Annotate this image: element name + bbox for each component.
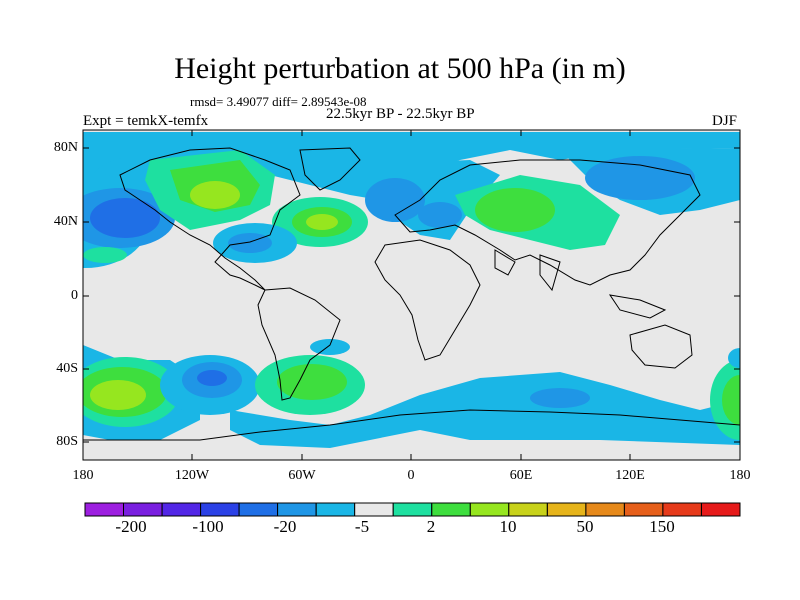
colorbar-label: -20 bbox=[273, 517, 297, 536]
colorbar-box bbox=[354, 502, 394, 517]
colorbar-label: -5 bbox=[354, 517, 370, 536]
colorbar-box bbox=[623, 502, 664, 517]
colorbar-box bbox=[277, 502, 317, 517]
colorbar-label: 150 bbox=[649, 517, 675, 536]
season-label: DJF bbox=[712, 113, 738, 129]
anomaly-fields bbox=[83, 132, 740, 448]
period-label: 22.5kyr BP - 22.5kyr BP bbox=[326, 106, 475, 122]
colorbar-box bbox=[238, 502, 279, 517]
colorbar-box bbox=[469, 502, 510, 517]
colorbar-label: 2 bbox=[426, 517, 436, 536]
colorbar-box bbox=[200, 502, 240, 517]
lon-label-180w: 180 bbox=[72, 468, 94, 483]
lat-label-80n: 80N bbox=[53, 140, 78, 155]
lat-label-40n: 40N bbox=[53, 214, 78, 229]
colorbar-box bbox=[123, 502, 163, 517]
colorbar-label: 10 bbox=[499, 517, 517, 536]
colorbar-box bbox=[701, 502, 741, 517]
lon-label-0: 0 bbox=[407, 468, 415, 483]
lon-label-120w: 120W bbox=[174, 468, 210, 483]
lon-label-60w: 60W bbox=[288, 468, 316, 483]
colorbar-box bbox=[662, 502, 702, 517]
colorbar-label: -100 bbox=[192, 517, 224, 536]
lat-label-0: 0 bbox=[71, 288, 78, 303]
colorbar-label: -200 bbox=[115, 517, 147, 536]
colorbar-box bbox=[585, 502, 625, 517]
coastlines bbox=[83, 147, 740, 441]
lon-label-120e: 120E bbox=[615, 468, 645, 483]
lon-label-180e: 180 bbox=[729, 468, 751, 483]
chart-title: Height perturbation at 500 hPa (in m) bbox=[174, 52, 626, 85]
experiment-label: Expt = temkX-temfx bbox=[83, 113, 209, 129]
rmsd-stats: rmsd= 3.49077 diff= 2.89543e-08 bbox=[190, 94, 367, 109]
colorbar-box bbox=[546, 502, 587, 517]
colorbar-box bbox=[431, 502, 471, 517]
axis-ticks bbox=[83, 130, 740, 460]
colorbar bbox=[84, 502, 741, 517]
colorbar-label: 50 bbox=[576, 517, 594, 536]
colorbar-box bbox=[84, 502, 124, 517]
colorbar-box bbox=[315, 502, 356, 517]
lon-label-60e: 60E bbox=[509, 468, 533, 483]
lat-label-80s: 80S bbox=[56, 434, 78, 449]
colorbar-box bbox=[392, 502, 433, 517]
colorbar-box bbox=[161, 502, 202, 517]
lat-label-40s: 40S bbox=[56, 361, 78, 376]
colorbar-box bbox=[508, 502, 548, 517]
